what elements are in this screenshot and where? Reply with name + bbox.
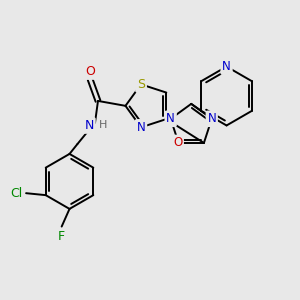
Text: N: N [166, 112, 175, 125]
Text: Cl: Cl [10, 187, 22, 200]
Text: F: F [58, 230, 65, 243]
Text: N: N [207, 112, 216, 125]
Text: N: N [222, 60, 231, 73]
Text: H: H [99, 121, 107, 130]
Text: N: N [85, 119, 94, 132]
Text: O: O [173, 136, 182, 149]
Text: S: S [137, 78, 145, 91]
Text: O: O [85, 65, 95, 78]
Text: N: N [137, 121, 146, 134]
